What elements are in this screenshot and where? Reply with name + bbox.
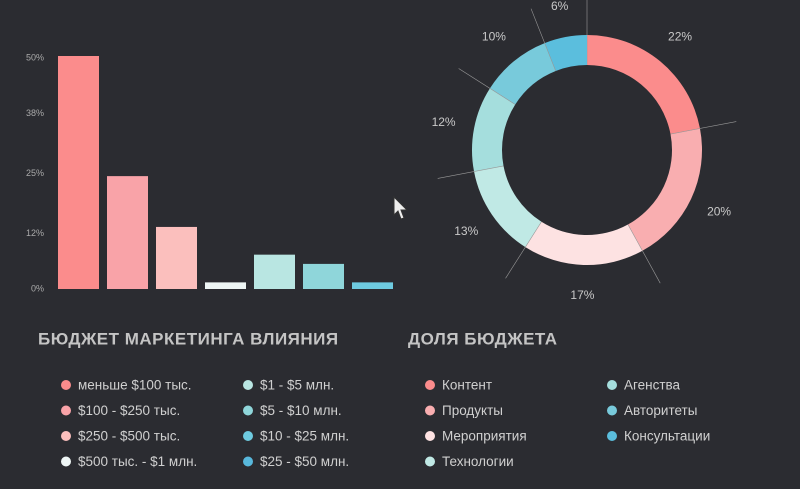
legend-swatch xyxy=(61,380,71,390)
legend-label: меньше $100 тыс. xyxy=(78,378,192,393)
slice-label: 17% xyxy=(570,288,594,302)
legend-label: $10 - $25 млн. xyxy=(260,429,349,444)
bar xyxy=(58,56,99,289)
legend-label: Продукты xyxy=(442,403,503,418)
bar xyxy=(254,254,295,289)
donut-slice xyxy=(544,35,587,71)
donut-slice xyxy=(472,88,516,172)
mouse-cursor xyxy=(393,195,409,220)
donut-slice xyxy=(489,43,556,105)
legend-swatch xyxy=(425,456,435,467)
bar xyxy=(156,226,197,289)
leader-line xyxy=(458,68,516,105)
legend-swatch xyxy=(61,456,71,467)
leader-line xyxy=(505,221,542,279)
slice-label: 13% xyxy=(454,224,478,238)
slice-label: 6% xyxy=(551,0,569,13)
slice-label: 10% xyxy=(482,30,506,44)
legend-swatch xyxy=(425,431,435,441)
legend-swatch xyxy=(425,380,435,390)
bar xyxy=(205,282,246,289)
leader-line xyxy=(530,8,556,72)
slice-label: 12% xyxy=(432,115,456,129)
donut-slice xyxy=(474,165,542,248)
legend-label: Консультации xyxy=(624,429,710,444)
donut-slice xyxy=(587,35,700,135)
slice-label: 22% xyxy=(668,30,692,44)
legend-swatch xyxy=(243,431,253,441)
legend-swatch xyxy=(607,380,617,390)
leader-line xyxy=(627,224,661,284)
legend-label: Агенства xyxy=(624,378,681,393)
bar xyxy=(303,263,344,289)
legend-label: $1 - $5 млн. xyxy=(260,378,334,393)
bar xyxy=(107,176,148,289)
legend-swatch xyxy=(607,431,617,441)
bar xyxy=(352,282,393,289)
donut-slice xyxy=(525,221,643,265)
y-tick-label: 12% xyxy=(26,228,44,238)
bar-chart-title: БЮДЖЕТ МАРКЕТИНГА ВЛИЯНИЯ xyxy=(38,329,339,348)
leader-line xyxy=(437,165,504,179)
y-tick-label: 50% xyxy=(26,52,44,62)
legend-swatch xyxy=(243,405,253,416)
legend-label: Контент xyxy=(442,378,492,393)
legend-swatch xyxy=(243,380,253,390)
legend-swatch xyxy=(61,405,71,416)
legend-swatch xyxy=(243,456,253,467)
legend-swatch xyxy=(61,431,71,441)
legend-label: $500 тыс. - $1 млн. xyxy=(78,454,197,469)
y-tick-label: 38% xyxy=(26,108,44,118)
legend-label: $25 - $50 млн. xyxy=(260,454,349,469)
legend-label: Технологии xyxy=(442,454,514,469)
legend-label: Авторитеты xyxy=(624,403,697,418)
y-tick-label: 25% xyxy=(26,168,44,178)
leader-line xyxy=(670,121,737,135)
legend-label: $250 - $500 тыс. xyxy=(78,429,180,444)
legend-swatch xyxy=(425,405,435,416)
legend-label: $100 - $250 тыс. xyxy=(78,403,180,418)
y-tick-label: 0% xyxy=(31,283,44,293)
legend-label: $5 - $10 млн. xyxy=(260,403,342,418)
legend-label: Мероприятия xyxy=(442,429,527,444)
donut-slice xyxy=(627,128,702,251)
legend-swatch xyxy=(607,405,617,416)
slice-label: 20% xyxy=(707,204,731,218)
donut-chart-title: ДОЛЯ БЮДЖЕТА xyxy=(408,329,558,348)
